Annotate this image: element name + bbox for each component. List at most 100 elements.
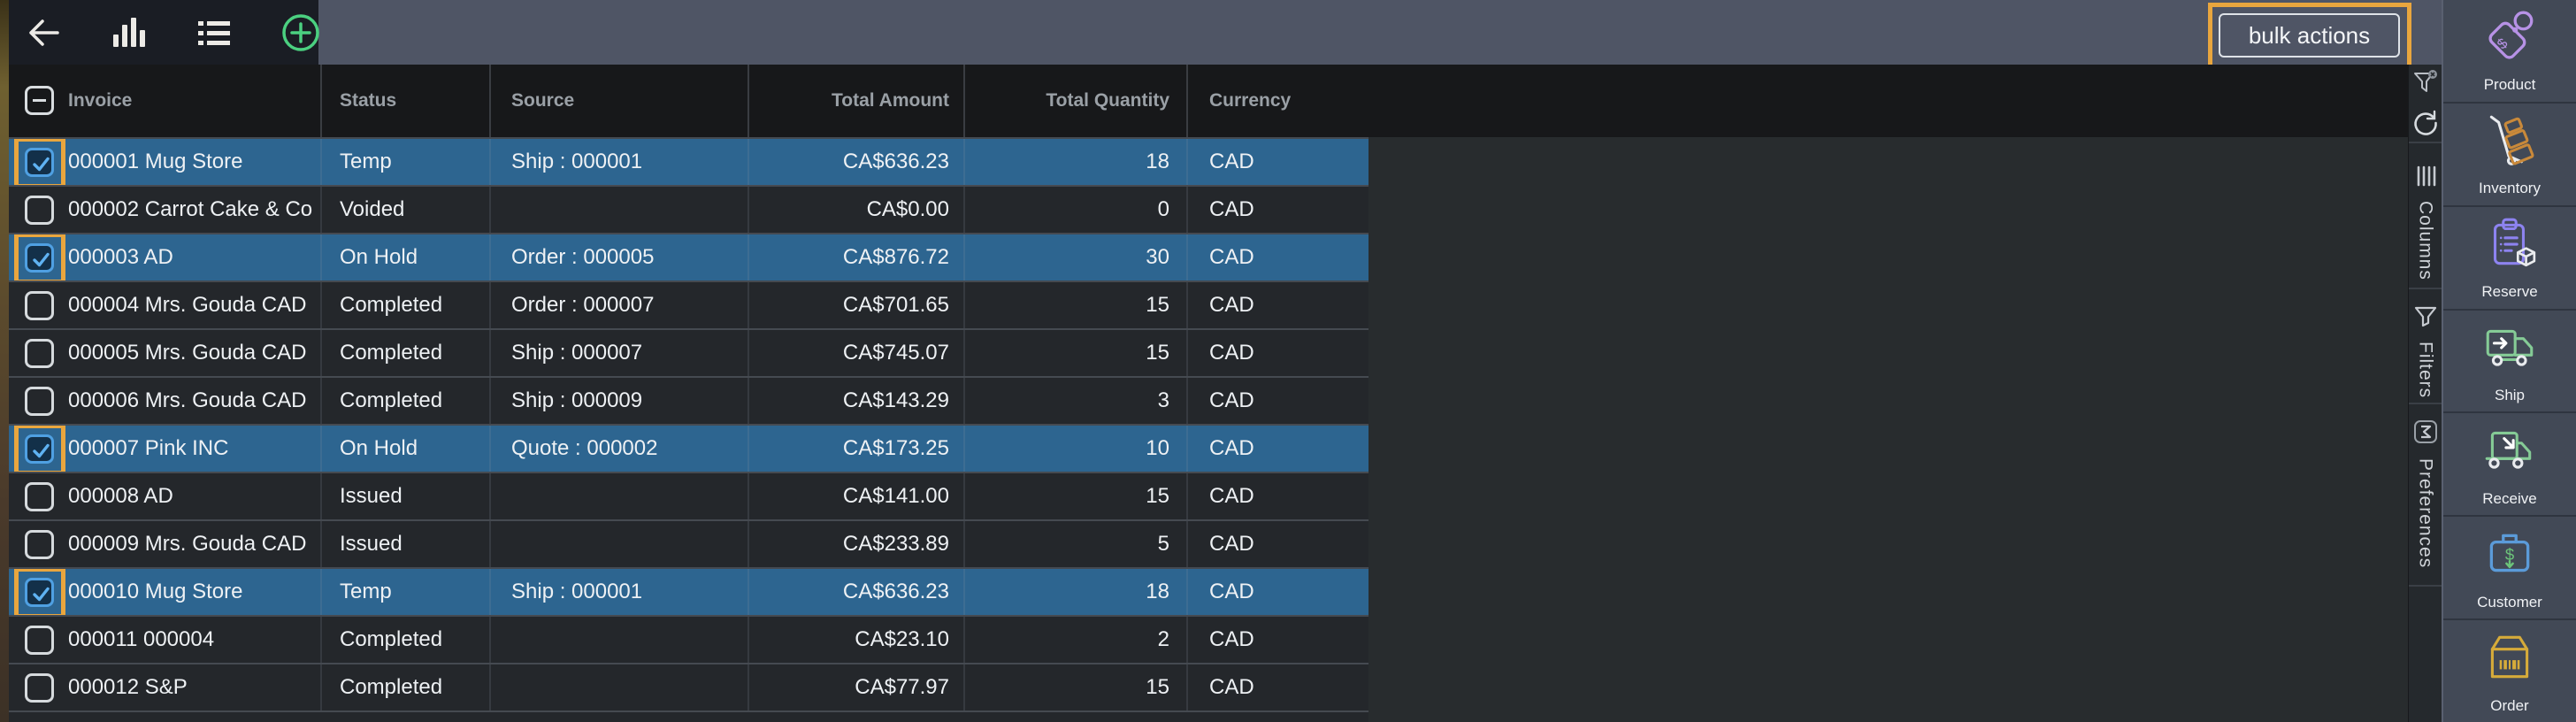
source-cell: Ship : 000001 — [489, 569, 748, 615]
sidebar-item-reserve[interactable]: Reserve — [2443, 207, 2576, 311]
row-checkbox[interactable] — [25, 578, 54, 607]
truck-out-icon — [2480, 318, 2539, 380]
source-cell — [489, 187, 748, 233]
table-row[interactable]: 000011 000004 Completed CA$23.10 2 CAD — [9, 617, 1368, 664]
source-cell-text: Ship : 000009 — [511, 388, 643, 412]
row-checkbox[interactable] — [25, 196, 54, 225]
sidebar-item-receive[interactable]: Receive — [2443, 413, 2576, 518]
total-amount-cell: CA$0.00 — [748, 187, 963, 233]
table-row[interactable]: 000010 Mug Store Temp Ship : 000001 CA$636.… — [9, 569, 1368, 617]
status-cell: Temp — [320, 569, 489, 615]
row-checkbox[interactable] — [25, 626, 54, 655]
status-cell-text: Completed — [340, 675, 443, 699]
table-tool-strip: Columns Filters Preferences — [2408, 65, 2442, 722]
invoice-cell: 000008 AD — [9, 473, 320, 519]
tab-preferences[interactable]: Preferences — [2409, 419, 2442, 568]
source-cell-text: Ship : 000007 — [511, 341, 643, 365]
row-checkbox[interactable] — [25, 339, 54, 368]
table-row[interactable]: 000006 Mrs. Gouda CAD Completed Ship : 000… — [9, 378, 1368, 426]
total-amount-cell: CA$23.10 — [748, 617, 963, 663]
currency-cell: CAD — [1186, 521, 1368, 567]
invoice-cell: 000001 Mug Store — [9, 139, 320, 185]
list-view-icon[interactable] — [195, 13, 234, 52]
table-row[interactable]: 000012 S&P Completed CA$77.97 15 CAD — [9, 664, 1368, 712]
total-amount-cell: CA$233.89 — [748, 521, 963, 567]
invoice-cell: 000002 Carrot Cake & Co — [9, 187, 320, 233]
table-row[interactable]: 000005 Mrs. Gouda CAD Completed Ship : 000… — [9, 330, 1368, 378]
table-row[interactable]: 000004 Mrs. Gouda CAD Completed Order : 00… — [9, 282, 1368, 330]
table-row[interactable]: 000003 AD On Hold Order : 000005 CA$876.72 3… — [9, 234, 1368, 282]
invoice-cell: 000004 Mrs. Gouda CAD — [9, 282, 320, 328]
total-quantity-cell-text: 18 — [1146, 580, 1169, 603]
table-row[interactable]: 000009 Mrs. Gouda CAD Issued CA$233.89 5 CAD — [9, 521, 1368, 569]
hand-truck-icon — [2480, 111, 2539, 173]
row-checkbox[interactable] — [25, 673, 54, 703]
table-row[interactable]: 000001 Mug Store Temp Ship : 000001 CA$636.… — [9, 139, 1368, 187]
status-cell: Completed — [320, 617, 489, 663]
add-circle-icon[interactable] — [280, 12, 322, 54]
status-cell-text: Temp — [340, 580, 392, 603]
invoice-cell: 000003 AD — [9, 234, 320, 280]
total-amount-cell: CA$141.00 — [748, 473, 963, 519]
status-cell: Completed — [320, 282, 489, 328]
status-cell: On Hold — [320, 234, 489, 280]
table-row[interactable]: 000002 Carrot Cake & Co Voided CA$0.00 0 CAD — [9, 187, 1368, 234]
row-checkbox[interactable] — [25, 530, 54, 559]
row-checkbox[interactable] — [25, 291, 54, 320]
partial-next-row — [9, 712, 1368, 722]
source-cell — [489, 473, 748, 519]
total-quantity-cell: 15 — [963, 664, 1186, 710]
back-arrow-icon[interactable] — [25, 13, 64, 52]
sidebar-item-ship[interactable]: Ship — [2443, 311, 2576, 414]
header-total-amount[interactable]: Total Amount — [748, 65, 963, 137]
total-quantity-cell: 15 — [963, 330, 1186, 376]
select-all-checkbox[interactable] — [25, 86, 54, 115]
source-cell: Ship : 000001 — [489, 139, 748, 185]
table-row[interactable]: 000007 Pink INC On Hold Quote : 000002 CA$1… — [9, 426, 1368, 473]
header-source[interactable]: Source — [489, 65, 748, 137]
row-checkbox[interactable] — [25, 387, 54, 416]
row-checkbox[interactable] — [25, 482, 54, 511]
source-cell: Ship : 000009 — [489, 378, 748, 424]
invoice-cell: 000007 Pink INC — [9, 426, 320, 472]
row-checkbox[interactable] — [25, 434, 54, 464]
currency-cell-text: CAD — [1209, 150, 1254, 173]
status-cell-text: Completed — [340, 293, 443, 317]
invoice-label: 000012 S&P — [68, 675, 188, 699]
total-quantity-cell-text: 2 — [1157, 627, 1169, 651]
invoice-label: 000001 Mug Store — [68, 150, 243, 173]
invoice-label: 000006 Mrs. Gouda CAD — [68, 388, 307, 412]
currency-cell-text: CAD — [1209, 436, 1254, 460]
tab-filters[interactable]: Filters — [2409, 305, 2442, 398]
sidebar-item-order[interactable]: Order — [2443, 620, 2576, 722]
header-invoice: Invoice — [9, 65, 320, 137]
sidebar-item-product[interactable]: $ Product — [2443, 0, 2576, 104]
bar-chart-icon[interactable] — [110, 13, 149, 52]
refresh-icon[interactable] — [2411, 108, 2441, 142]
row-checkbox[interactable] — [25, 243, 54, 273]
columns-icon — [2412, 165, 2439, 192]
currency-cell-text: CAD — [1209, 532, 1254, 556]
bulk-actions-button[interactable]: bulk actions — [2219, 13, 2400, 58]
clipboard-box-icon — [2480, 214, 2539, 277]
header-total-quantity[interactable]: Total Quantity — [963, 65, 1186, 137]
total-amount-cell-text: CA$745.07 — [842, 341, 949, 365]
row-checkbox[interactable] — [25, 148, 54, 177]
invoice-label: 000004 Mrs. Gouda CAD — [68, 293, 307, 317]
tab-columns[interactable]: Columns — [2409, 165, 2442, 280]
header-status[interactable]: Status — [320, 65, 489, 137]
header-currency[interactable]: Currency — [1186, 65, 1368, 137]
total-quantity-cell: 3 — [963, 378, 1186, 424]
filter-clear-icon[interactable] — [2412, 68, 2439, 101]
selection-highlight — [14, 139, 65, 185]
status-cell: Completed — [320, 664, 489, 710]
source-cell: Order : 000007 — [489, 282, 748, 328]
source-cell-text: Order : 000005 — [511, 245, 655, 269]
table-row[interactable]: 000008 AD Issued CA$141.00 15 CAD — [9, 473, 1368, 521]
currency-cell-text: CAD — [1209, 484, 1254, 508]
sidebar-item-inventory[interactable]: Inventory — [2443, 104, 2576, 207]
status-cell-text: Completed — [340, 627, 443, 651]
sidebar-item-customer[interactable]: $ Customer — [2443, 517, 2576, 621]
total-quantity-cell-text: 3 — [1157, 388, 1169, 412]
